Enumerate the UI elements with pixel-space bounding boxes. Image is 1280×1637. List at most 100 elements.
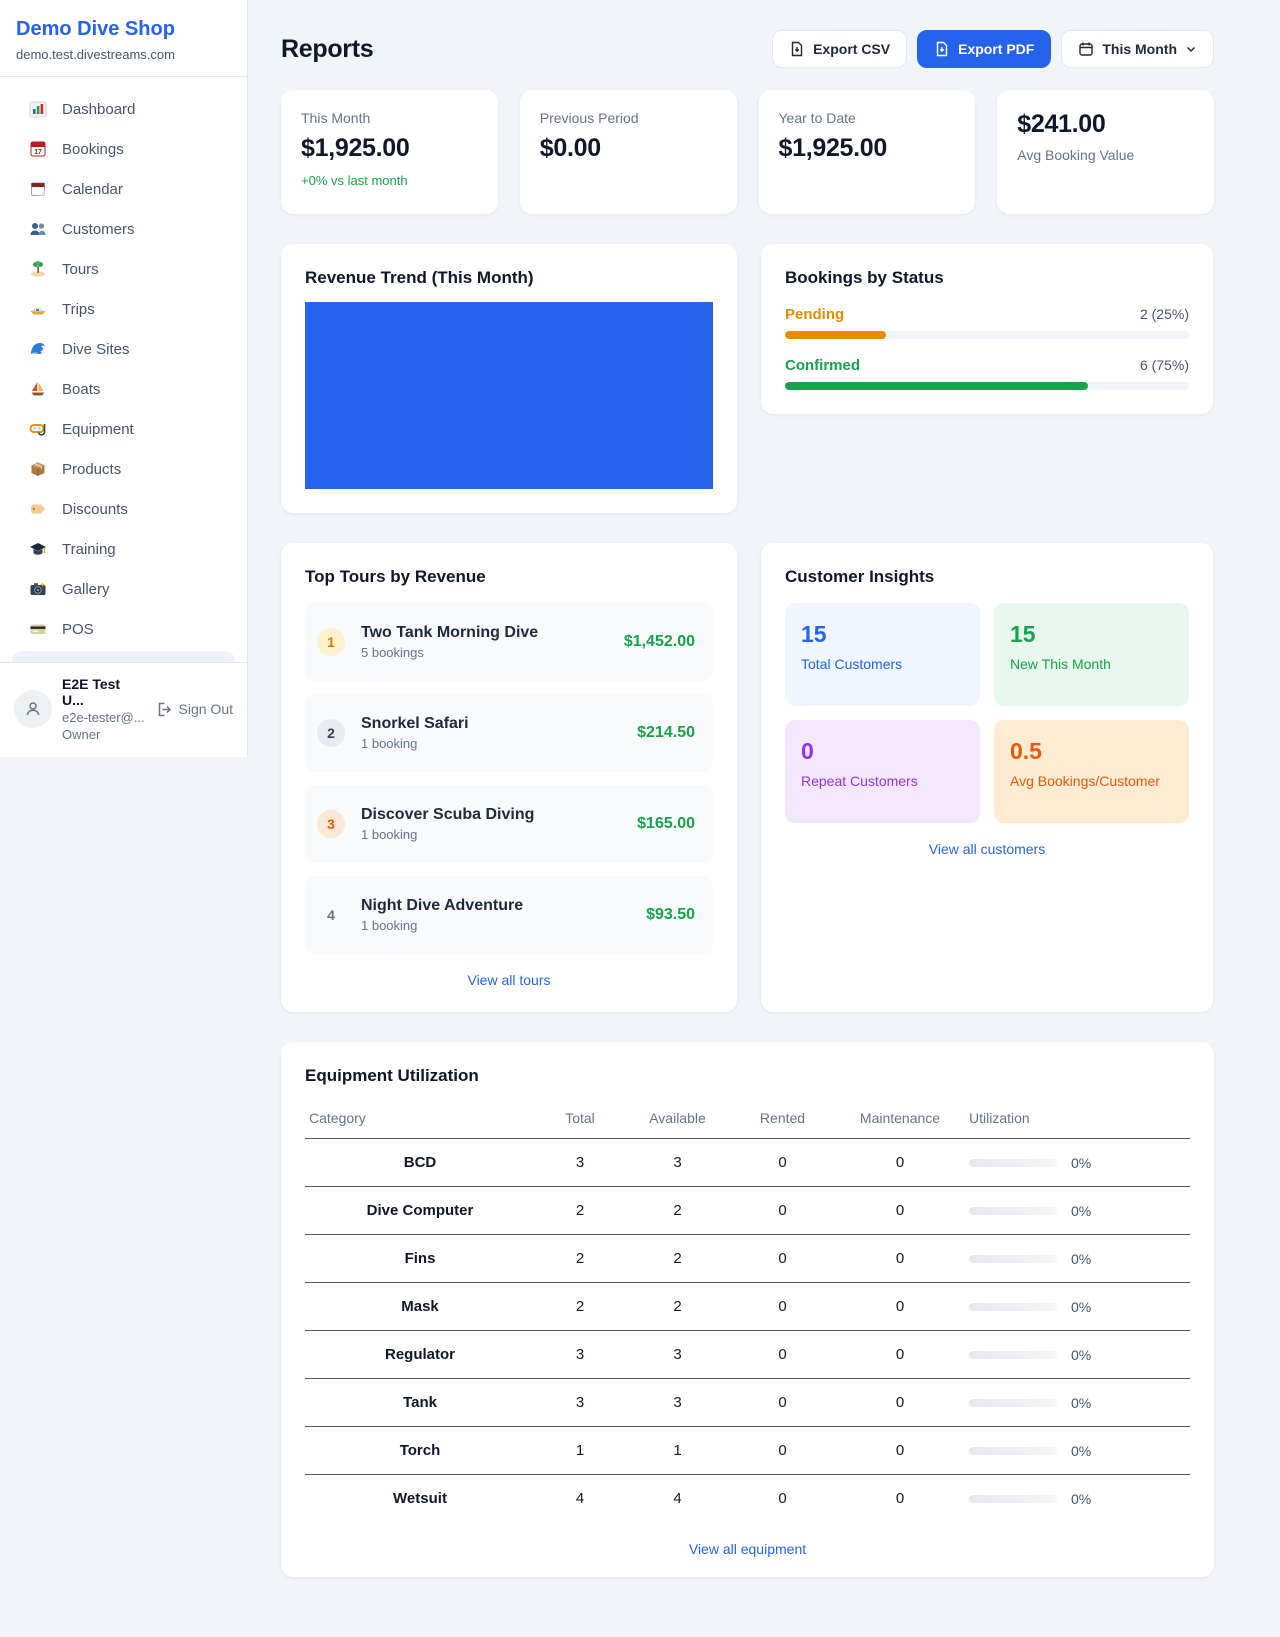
sidebar-item-gallery[interactable]: Gallery <box>0 569 247 609</box>
package-icon <box>29 460 47 478</box>
chevron-down-icon <box>1185 43 1197 55</box>
sidebar-item-label: Gallery <box>62 580 110 598</box>
cell-maintenance: 0 <box>835 1234 965 1283</box>
sidebar-item-products[interactable]: Products <box>0 449 247 489</box>
view-all-equipment-link[interactable]: View all equipment <box>688 1540 807 1557</box>
bookings-by-status-panel: Bookings by Status Pending 2 (25%) Confi… <box>761 244 1213 414</box>
stat-value: $1,925.00 <box>778 134 888 162</box>
brand-domain: demo.test.divestreams.com <box>16 47 175 62</box>
stat-delta: +0% vs last month <box>301 173 408 188</box>
progress-fill <box>785 382 1088 390</box>
sidebar-item-equipment[interactable]: Equipment <box>0 409 247 449</box>
tour-bookings: 1 booking <box>361 736 418 751</box>
sidebar-item-customers[interactable]: Customers <box>0 209 247 249</box>
view-all-customers-link[interactable]: View all customers <box>928 841 1046 857</box>
sidebar-item-label: Tours <box>62 260 99 278</box>
stat-label: Avg Booking Value <box>1017 147 1135 163</box>
sidebar-item-training[interactable]: Training <box>0 529 247 569</box>
cell-rented: 0 <box>730 1234 835 1283</box>
sidebar-item-label: Training <box>62 540 116 558</box>
sidebar-item-pos[interactable]: POS <box>0 609 247 649</box>
column-header-rented: Rented <box>730 1100 835 1139</box>
user-name: E2E Test U... <box>62 676 121 708</box>
revenue-trend-chart <box>305 302 713 489</box>
user-box: E2E Test U... e2e-tester@... Owner Sign … <box>0 662 247 757</box>
utilization-label: 0% <box>1071 1250 1092 1267</box>
cell-maintenance: 0 <box>835 1138 965 1187</box>
equipment-utilization-panel: Equipment Utilization Category Total Ava… <box>281 1042 1214 1577</box>
cell-total: 4 <box>575 1490 585 1508</box>
diving-mask-icon <box>29 420 47 438</box>
column-header-available: Available <box>625 1100 730 1139</box>
sign-out-button[interactable]: Sign Out <box>156 701 233 718</box>
sidebar-item-boats[interactable]: Boats <box>0 369 247 409</box>
cell-category: Fins <box>305 1234 535 1283</box>
tear-off-calendar-icon <box>29 180 47 198</box>
status-label: Pending <box>785 306 845 323</box>
utilization-bar <box>969 1158 1057 1167</box>
period-select[interactable]: This Month <box>1061 30 1214 68</box>
utilization-bar <box>969 1446 1057 1455</box>
sidebar-item-reports-selected-partial[interactable] <box>12 651 235 662</box>
tour-list-item[interactable]: 2 Snorkel Safari 1 booking $214.50 <box>305 694 713 772</box>
insight-repeat-customers: 0 Repeat Customers <box>785 720 980 823</box>
stat-card-this-month: This Month $1,925.00 +0% vs last month <box>281 90 498 214</box>
progress-track <box>785 331 1189 339</box>
table-row: Dive Computer 2 2 0 0 0% <box>305 1186 1190 1235</box>
period-label: This Month <box>1102 41 1177 57</box>
cell-rented: 0 <box>730 1378 835 1427</box>
sidebar-item-label: Equipment <box>62 420 134 438</box>
rank-badge: 3 <box>317 810 345 838</box>
tour-list-item[interactable]: 1 Two Tank Morning Dive 5 bookings $1,45… <box>305 603 713 681</box>
export-pdf-button[interactable]: Export PDF <box>917 30 1052 68</box>
utilization-bar <box>969 1206 1057 1215</box>
cell-category: Dive Computer <box>305 1186 535 1235</box>
tour-list-item[interactable]: 3 Discover Scuba Diving 1 booking $165.0… <box>305 785 713 863</box>
sidebar-item-calendar[interactable]: Calendar <box>0 169 247 209</box>
sidebar-item-trips[interactable]: Trips <box>0 289 247 329</box>
sidebar-item-tours[interactable]: Tours <box>0 249 247 289</box>
insight-label: Repeat Customers <box>801 773 918 789</box>
stat-cards-row: This Month $1,925.00 +0% vs last month P… <box>281 90 1214 214</box>
sidebar-item-label: Products <box>62 460 122 478</box>
bookings-by-status-title: Bookings by Status <box>785 268 944 287</box>
utilization-label: 0% <box>1071 1346 1092 1363</box>
column-header-utilization: Utilization <box>965 1100 1190 1139</box>
brand-block: Demo Dive Shop demo.test.divestreams.com <box>0 0 247 77</box>
main-content: Reports Export CSV Export PDF This Month <box>248 0 1280 1637</box>
cell-category: Regulator <box>305 1330 535 1379</box>
avatar <box>14 690 52 728</box>
rank-badge: 4 <box>327 907 335 923</box>
tour-name: Snorkel Safari <box>361 715 469 732</box>
sidebar-item-label: Boats <box>62 380 101 398</box>
utilization-label: 0% <box>1071 1442 1092 1459</box>
sidebar-item-dashboard[interactable]: Dashboard <box>0 89 247 129</box>
insight-value: 15 <box>801 621 827 647</box>
tour-list-item[interactable]: 4 Night Dive Adventure 1 booking $93.50 <box>305 876 713 954</box>
svg-text:17: 17 <box>34 149 42 156</box>
insight-value: 0 <box>801 738 814 764</box>
utilization-bar <box>969 1494 1057 1503</box>
progress-fill <box>785 331 886 339</box>
cell-total: 3 <box>535 1138 625 1187</box>
cell-total: 2 <box>535 1282 625 1331</box>
sidebar-item-bookings[interactable]: 17 Bookings <box>0 129 247 169</box>
wave-icon <box>29 340 47 358</box>
insight-total-customers: 15 Total Customers <box>785 603 980 706</box>
cell-maintenance: 0 <box>835 1378 965 1427</box>
sidebar-item-label: Dashboard <box>62 100 136 118</box>
utilization-label: 0% <box>1071 1154 1092 1171</box>
motorboat-icon <box>29 300 47 318</box>
revenue-trend-title: Revenue Trend (This Month) <box>305 268 534 287</box>
export-csv-button[interactable]: Export CSV <box>772 30 908 68</box>
cell-total: 1 <box>535 1426 625 1475</box>
view-all-tours-link[interactable]: View all tours <box>467 972 551 988</box>
tour-revenue: $165.00 <box>637 815 695 832</box>
stat-value: $0.00 <box>539 134 601 162</box>
sidebar-item-discounts[interactable]: Discounts <box>0 489 247 529</box>
cell-available: 4 <box>673 1490 682 1508</box>
tour-revenue: $93.50 <box>646 906 695 923</box>
utilization-label: 0% <box>1071 1394 1092 1411</box>
table-row: Wetsuit 4 4 0 0 0% <box>305 1475 1190 1523</box>
sidebar-item-dive-sites[interactable]: Dive Sites <box>0 329 247 369</box>
